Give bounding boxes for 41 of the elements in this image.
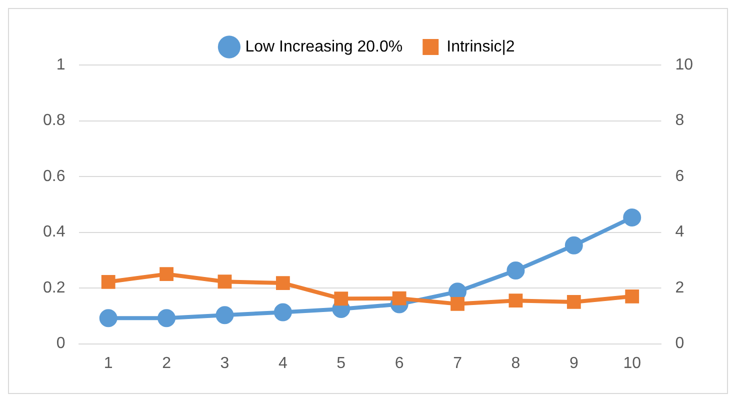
y-tick-label: 0.6 [42, 168, 66, 185]
x-tick-label: 8 [511, 354, 520, 372]
point [334, 292, 348, 306]
y-tick-label: 0 [56, 335, 66, 352]
point [508, 294, 523, 308]
point [623, 208, 642, 227]
x-tick-label: 4 [278, 354, 288, 372]
y2-tick-label: 6 [675, 168, 684, 185]
x-tick-label: 10 [623, 354, 642, 372]
point [274, 303, 292, 322]
point [564, 236, 583, 254]
legend-label: Intrinsic|2 [446, 38, 515, 56]
point [216, 306, 234, 324]
point [99, 309, 118, 328]
y-tick-label: 0.8 [42, 112, 66, 130]
y2-tick-label: 8 [675, 112, 684, 130]
point [566, 295, 581, 309]
y-tick-label: 1 [56, 56, 66, 74]
point [218, 274, 232, 289]
y2-tick-label: 2 [675, 279, 684, 296]
y2-tick-label: 0 [675, 335, 684, 352]
x-tick-label: 5 [336, 354, 346, 372]
legend-label: Low Increasing 20.0% [245, 38, 403, 56]
x-tick-label: 1 [104, 354, 113, 372]
point [392, 291, 406, 306]
y-tick-label: 0.2 [42, 279, 66, 296]
point [625, 289, 640, 304]
x-tick-label: 7 [453, 354, 462, 372]
point [506, 261, 525, 280]
point [158, 309, 176, 328]
x-tick-label: 6 [394, 354, 404, 372]
y2-tick-label: 4 [675, 224, 684, 241]
x-tick-label: 9 [569, 354, 578, 372]
point [276, 276, 290, 290]
y-tick-label: 0.4 [42, 224, 66, 241]
y2-tick-label: 10 [675, 56, 694, 74]
point [160, 267, 174, 282]
x-tick-label: 3 [220, 354, 230, 372]
point [101, 274, 116, 289]
x-tick-label: 2 [162, 354, 172, 372]
point [450, 296, 464, 311]
